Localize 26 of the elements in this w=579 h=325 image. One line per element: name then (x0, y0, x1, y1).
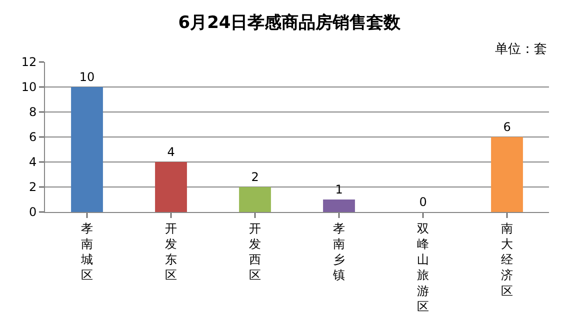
data-label: 6 (503, 120, 511, 134)
y-tick-label: 12 (21, 55, 37, 70)
y-tick-label: 8 (28, 105, 37, 120)
x-tick-label: 孝南城区 (80, 221, 93, 282)
data-label: 0 (419, 195, 427, 209)
x-tick-label: 孝南乡镇 (332, 221, 345, 282)
y-tick-label: 6 (28, 130, 37, 144)
x-tick-label: 开发东区 (165, 221, 177, 282)
bar (71, 87, 103, 212)
data-label: 10 (79, 70, 95, 84)
y-tick-label: 10 (21, 80, 37, 94)
x-tick-label: 开发西区 (249, 221, 261, 282)
data-label: 1 (335, 182, 343, 196)
bar (323, 200, 355, 212)
bar (491, 137, 523, 212)
y-tick-label: 4 (28, 155, 37, 170)
chart-title: 6月24日孝感商品房销售套数 (178, 13, 402, 34)
bar (155, 162, 187, 212)
text: 单位：套 (495, 42, 547, 57)
bar (239, 187, 271, 212)
x-tick-label: 南大经济区 (501, 221, 513, 298)
data-label: 4 (167, 145, 175, 159)
x-tick-label: 双峰山旅游区 (417, 221, 429, 314)
y-tick-label: 2 (28, 180, 37, 194)
y-tick-label: 0 (28, 205, 37, 220)
data-label: 2 (251, 170, 259, 184)
